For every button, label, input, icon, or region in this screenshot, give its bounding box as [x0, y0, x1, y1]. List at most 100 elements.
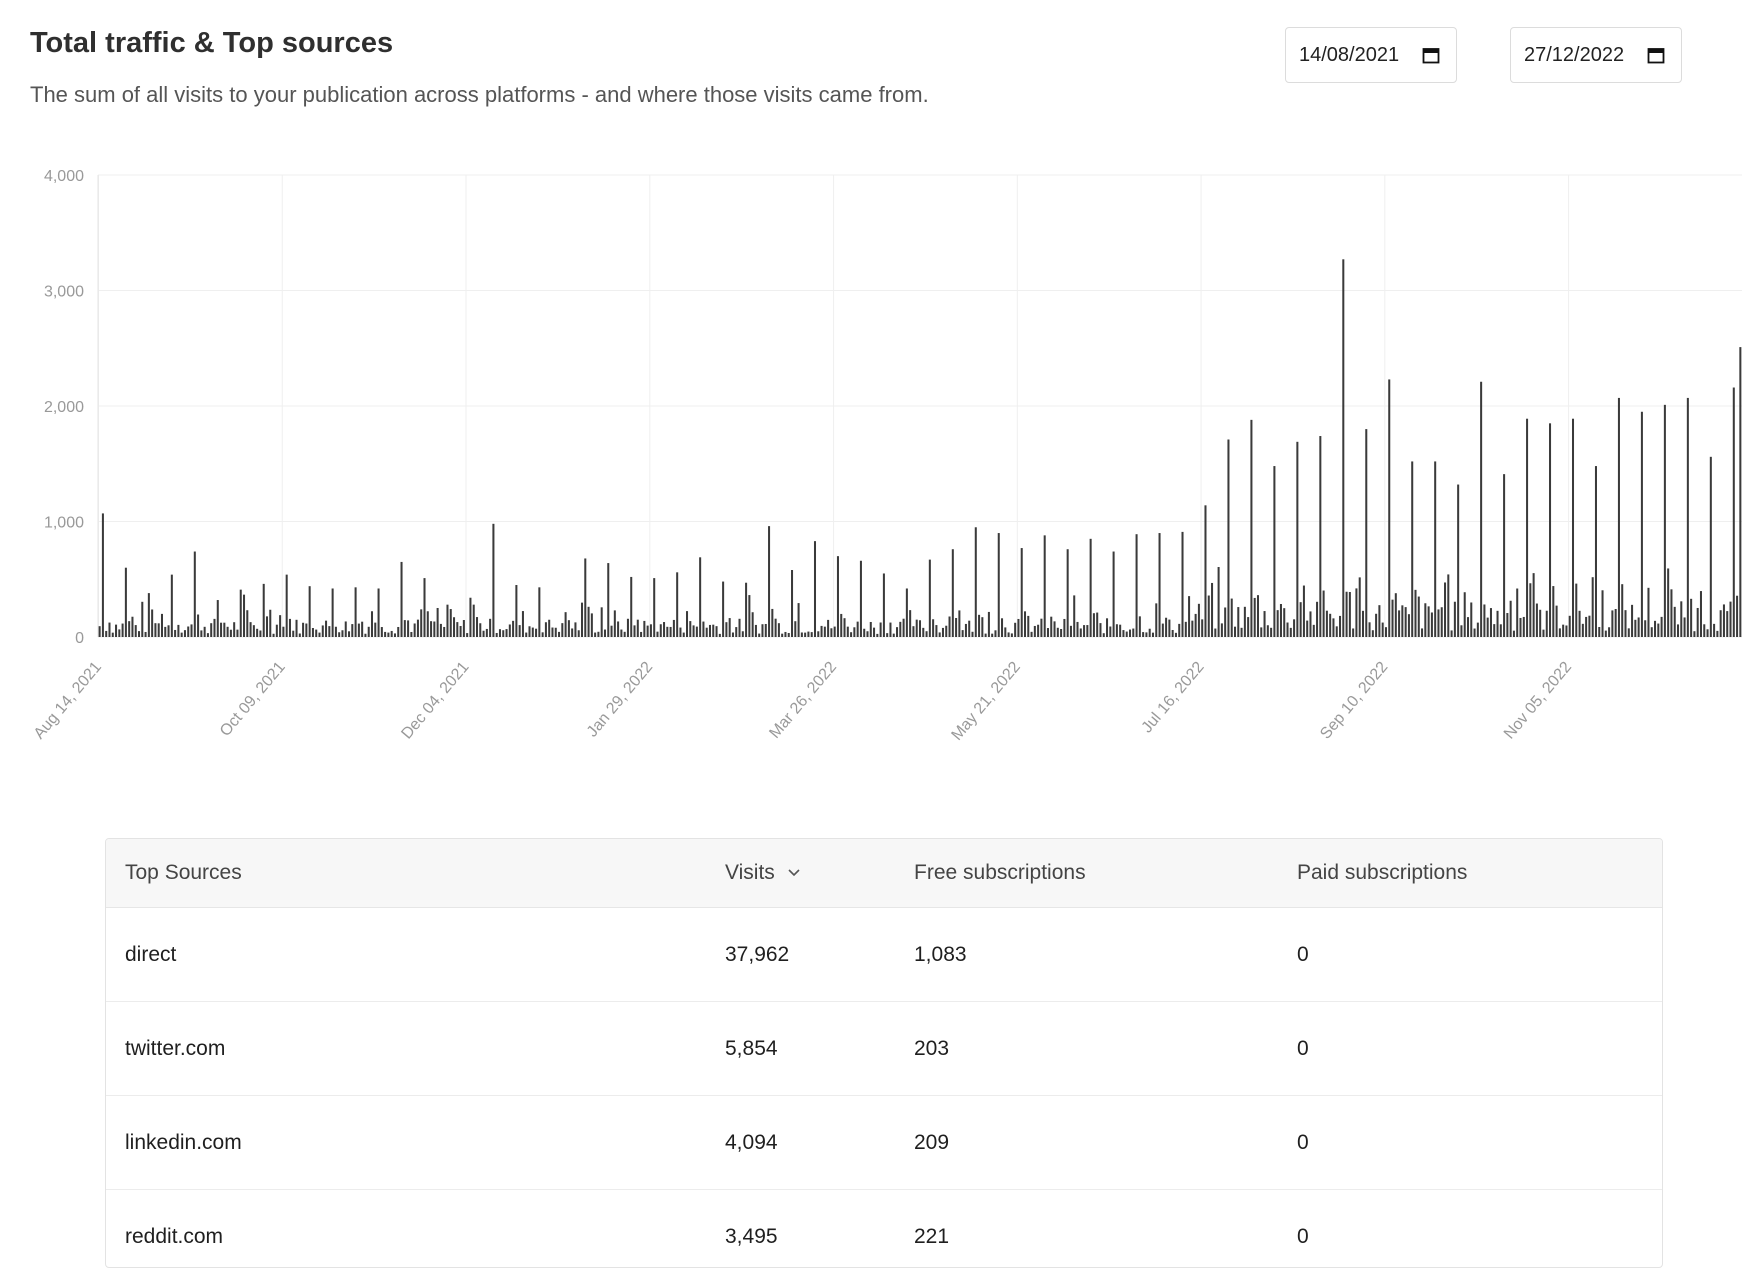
chart-bar — [728, 618, 731, 637]
chart-bar — [672, 619, 675, 637]
chart-bar — [1178, 623, 1181, 637]
chart-bar — [446, 604, 449, 637]
chart-bar — [771, 608, 774, 637]
chart-bar — [1434, 461, 1437, 637]
y-tick-label: 0 — [75, 630, 84, 647]
chart-bar — [1316, 601, 1319, 637]
chart-bar — [1654, 620, 1657, 637]
chart-bar — [882, 573, 885, 637]
x-tick-label: Nov 05, 2022 — [1501, 659, 1575, 743]
chart-bar — [377, 588, 380, 637]
chart-bar — [167, 625, 170, 637]
chart-bar — [722, 581, 725, 637]
calendar-icon[interactable] — [1647, 46, 1665, 64]
chart-bar — [1381, 622, 1384, 637]
chart-bar — [1302, 585, 1305, 637]
chart-bar — [407, 620, 410, 637]
chart-bar — [551, 627, 554, 637]
chart-bar — [433, 621, 436, 637]
chart-bar — [1739, 347, 1742, 637]
source-free-subs: 203 — [914, 1036, 950, 1060]
chart-bar — [692, 625, 695, 637]
chart-bar — [1197, 603, 1200, 637]
chart-bar — [1201, 619, 1204, 637]
chart-bar — [423, 578, 426, 637]
chart-bar — [613, 610, 616, 637]
chart-bar — [206, 633, 209, 637]
source-name: twitter.com — [125, 1036, 226, 1060]
chart-bar — [1361, 610, 1365, 637]
calendar-icon[interactable] — [1422, 46, 1440, 64]
chart-bar — [1237, 607, 1240, 637]
date-from-input[interactable]: 14/08/2021 — [1285, 27, 1457, 83]
chart-bar — [699, 557, 702, 637]
chart-bar — [147, 593, 150, 637]
chart-bar — [98, 626, 101, 637]
chart-bar — [630, 576, 633, 637]
chart-bar — [905, 588, 908, 637]
table-header: Top Sources Visits Free subscriptions Pa… — [106, 839, 1662, 908]
chevron-down-icon[interactable] — [787, 868, 801, 878]
chart-bar — [712, 624, 715, 637]
chart-bar — [1404, 607, 1407, 637]
chart-bar — [1112, 551, 1115, 637]
chart-bar — [479, 623, 482, 637]
chart-bar — [800, 632, 803, 637]
chart-bar — [1171, 629, 1174, 637]
chart-bar — [846, 626, 849, 637]
chart-bar — [1073, 595, 1076, 637]
chart-bar — [564, 612, 567, 637]
chart-bar — [1562, 624, 1565, 637]
chart-bar — [1394, 593, 1397, 637]
chart-bar — [223, 622, 226, 637]
chart-bar — [426, 611, 429, 637]
chart-bar — [1138, 616, 1141, 637]
chart-bar — [502, 630, 505, 637]
chart-bar — [574, 622, 577, 637]
chart-bar — [256, 628, 259, 637]
chart-bar — [403, 620, 406, 637]
chart-bar — [886, 633, 889, 637]
chart-bar — [1322, 590, 1325, 637]
chart-bar — [1634, 619, 1637, 637]
date-to-input[interactable]: 27/12/2022 — [1510, 27, 1682, 83]
chart-bar — [1299, 602, 1302, 637]
chart-bar — [1581, 623, 1584, 637]
chart-bar — [1020, 548, 1023, 637]
chart-bar — [558, 631, 561, 637]
chart-bar — [1151, 632, 1154, 637]
chart-bar — [410, 631, 413, 637]
chart-bar — [1706, 629, 1709, 637]
chart-bar — [1168, 619, 1171, 637]
chart-bar — [1086, 625, 1089, 637]
chart-bar — [1027, 615, 1030, 637]
chart-bar — [357, 623, 360, 637]
chart-bar — [928, 559, 931, 637]
chart-bar — [1627, 628, 1630, 637]
chart-bar — [249, 622, 252, 637]
chart-bar — [807, 631, 810, 637]
y-tick-label: 1,000 — [44, 515, 84, 532]
chart-bar — [1489, 608, 1492, 637]
chart-bar — [387, 632, 390, 637]
chart-bar — [859, 560, 862, 637]
chart-bar — [1211, 582, 1214, 637]
chart-bar — [922, 627, 925, 637]
chart-bar — [292, 630, 295, 637]
chart-bar — [492, 523, 495, 637]
chart-bar — [449, 609, 452, 637]
chart-bar — [1296, 441, 1299, 637]
chart-bar — [961, 630, 964, 637]
chart-bar — [548, 619, 551, 637]
chart-bar — [738, 618, 741, 637]
chart-bar — [180, 632, 183, 637]
chart-bar — [1270, 627, 1273, 637]
chart-bar — [1220, 623, 1223, 637]
chart-bar — [203, 626, 206, 637]
chart-bar — [987, 611, 990, 637]
chart-bar — [981, 617, 984, 637]
chart-bar — [243, 594, 246, 637]
chart-bar — [1506, 613, 1509, 637]
column-header-visits[interactable]: Visits — [725, 839, 801, 907]
chart-bar — [246, 610, 249, 637]
